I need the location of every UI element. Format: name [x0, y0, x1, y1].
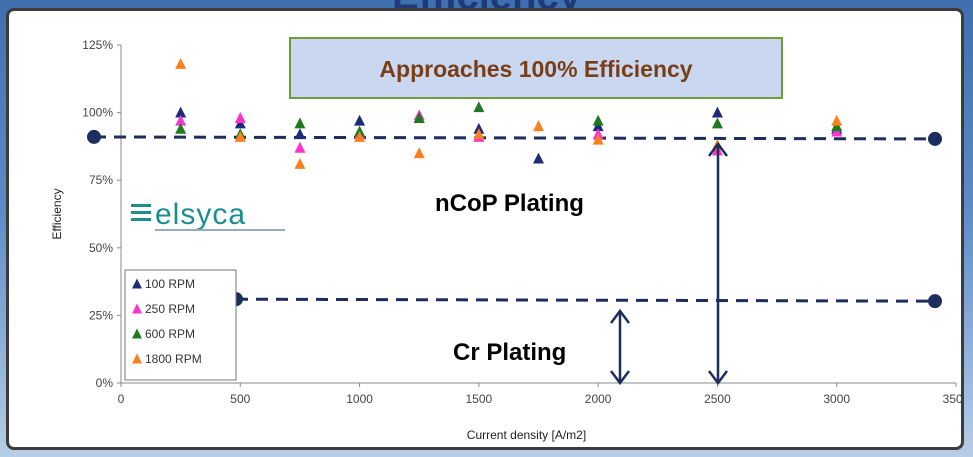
point-250-rpm: [294, 141, 306, 153]
point-1800-rpm: [473, 128, 485, 140]
legend-marker: [132, 353, 142, 364]
legend-box: [124, 269, 237, 381]
legend-marker: [132, 278, 142, 289]
point-1800-rpm: [831, 114, 843, 126]
legend-entry-label: 250 RPM: [145, 302, 195, 316]
point-600-rpm: [592, 114, 604, 126]
ncop-plating-label: nCoP Plating: [435, 190, 584, 217]
legend: 100 RPM 250 RPM 600 RPM 1800 RPM: [124, 269, 237, 381]
point-100-rpm: [533, 152, 544, 164]
logo-text: elsyca: [155, 198, 246, 231]
chart-frame: 0% 25% 50% 75% 100% 125% 0 500 1000 1500 2000 2500 3…: [6, 8, 964, 450]
legend-entry-label: 600 RPM: [145, 327, 195, 341]
point-600-rpm: [413, 112, 425, 123]
x-tick-label: 2500: [704, 392, 731, 406]
legend-entry-label: 100 RPM: [145, 277, 195, 291]
efficiency-callout-box: Approaches 100% Efficiency: [289, 37, 783, 99]
point-600-rpm: [175, 122, 187, 134]
point-1800-rpm: [354, 130, 366, 142]
x-tick-label: 3000: [823, 392, 850, 406]
x-axis-title: Current density [A/m2]: [467, 428, 586, 442]
upper-line-end-dot: [928, 131, 942, 146]
x-tick-label: 0: [118, 392, 125, 406]
point-100-rpm: [354, 114, 366, 126]
efficiency-callout-text: Approaches 100% Efficiency: [379, 56, 692, 82]
point-1800-rpm: [234, 130, 246, 142]
upper-line-start-dot: [87, 129, 101, 144]
point-100-rpm: [175, 106, 187, 118]
point-1800-rpm: [533, 120, 544, 132]
lower-reference-line: [235, 297, 936, 303]
elsyca-logo: elsyca: [131, 198, 285, 231]
range-arrows: [610, 141, 728, 386]
y-tick-label: 75%: [89, 173, 113, 187]
x-tick-label: 1500: [466, 392, 493, 406]
y-tick-label: 25%: [89, 308, 113, 322]
point-1800-rpm: [294, 158, 306, 169]
legend-marker: [132, 303, 142, 314]
point-250-rpm: [234, 112, 246, 123]
x-tick-label: 500: [230, 392, 250, 406]
legend-entry-label: 1800 RPM: [145, 352, 202, 366]
point-600-rpm: [294, 117, 306, 129]
ncop-arrow-head-up: [708, 141, 728, 157]
point-600-rpm: [473, 101, 485, 113]
legend-marker: [132, 328, 142, 339]
point-1800-rpm: [175, 57, 187, 69]
point-250-rpm: [175, 114, 187, 126]
point-100-rpm: [294, 128, 306, 140]
y-axis-title: Efficiency: [50, 188, 64, 239]
y-tick-label: 100%: [82, 106, 113, 120]
x-tick-label: 2000: [585, 392, 612, 406]
point-1800-rpm: [413, 147, 425, 159]
upper-reference-line: [93, 135, 936, 141]
axes-layer: 0% 25% 50% 75% 100% 125% 0 500 1000 1500 2000 2500 3…: [50, 38, 961, 442]
ncop-arrow-head-down: [708, 370, 728, 386]
point-1800-rpm: [592, 133, 604, 145]
point-100-rpm: [711, 106, 723, 118]
cr-plating-label: Cr Plating: [453, 339, 566, 366]
y-tick-label: 125%: [82, 38, 113, 52]
y-tick-label: 0%: [96, 376, 114, 390]
cr-arrow-head-up: [610, 308, 630, 324]
lower-line-end-dot: [928, 294, 942, 309]
cr-arrow-head-down: [610, 370, 630, 386]
x-tick-label: 3500: [943, 392, 961, 406]
scatter-chart: 0% 25% 50% 75% 100% 125% 0 500 1000 1500 2000 2500 3…: [50, 37, 961, 442]
x-tick-label: 1000: [346, 392, 373, 406]
y-tick-label: 50%: [89, 241, 113, 255]
point-600-rpm: [711, 117, 723, 129]
